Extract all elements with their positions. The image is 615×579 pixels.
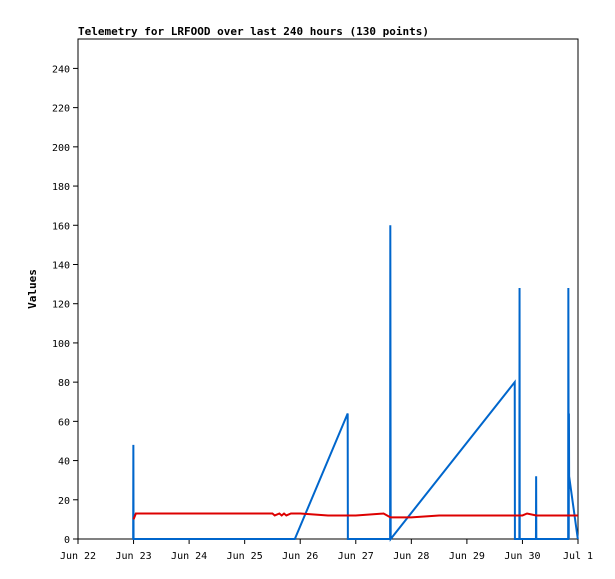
y-axis-label: Values [26, 269, 39, 309]
y-axis-ticks: 0 20 40 60 80 100 120 140 160 180 200 220 240 [52, 64, 78, 546]
y-tick-label: 200 [52, 143, 70, 154]
x-tick-label: Jun 22 [60, 551, 96, 562]
x-tick-label: Jun 28 [393, 551, 429, 562]
x-tick-label: Jun 25 [227, 551, 263, 562]
y-tick-label: 140 [52, 260, 70, 271]
y-tick-label: 240 [52, 64, 70, 75]
plot-area-frame [77, 38, 579, 540]
x-tick-label: Jun 29 [449, 551, 485, 562]
y-tick-label: 220 [52, 104, 70, 115]
x-axis-ticks: Jun 22 Jun 23 Jun 24 Jun 25 Jun 26 Jun 27 Jun … [60, 539, 593, 562]
x-tick-label: Jun 24 [171, 551, 207, 562]
series-line-1 [132, 225, 579, 542]
y-tick-label: 60 [58, 417, 70, 428]
y-tick-label: 80 [58, 378, 70, 389]
y-tick-label: 20 [58, 496, 70, 507]
series-layer [132, 225, 579, 542]
x-tick-label: Jun 23 [115, 551, 151, 562]
x-tick-label: Jul 1 [563, 551, 593, 562]
y-tick-label: 40 [58, 457, 70, 468]
x-tick-label: Jun 26 [282, 551, 318, 562]
y-tick-label: 160 [52, 221, 70, 232]
y-tick-label: 100 [52, 339, 70, 350]
series-line-2 [132, 512, 578, 520]
y-tick-label: 180 [52, 182, 70, 193]
x-tick-label: Jun 27 [338, 551, 374, 562]
y-tick-label: 0 [64, 535, 70, 546]
chart-title: Telemetry for LRFOOD over last 240 hours… [78, 25, 429, 38]
y-tick-label: 120 [52, 300, 70, 311]
x-tick-label: Jun 30 [504, 551, 540, 562]
